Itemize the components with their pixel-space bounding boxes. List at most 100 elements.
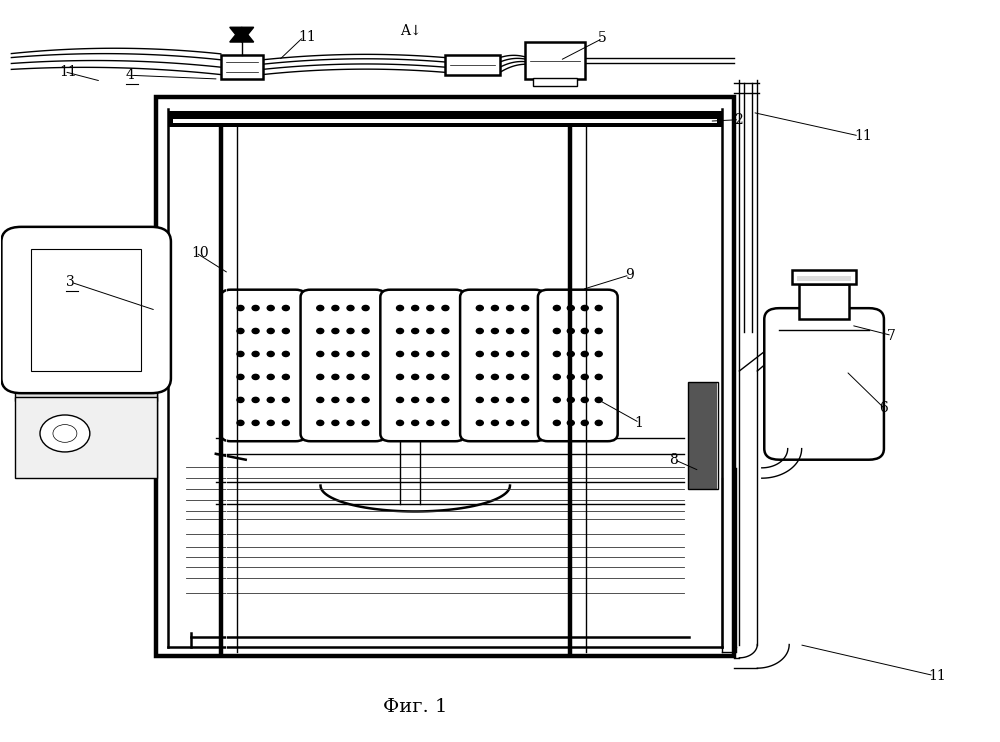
Circle shape (237, 375, 244, 379)
Circle shape (282, 420, 289, 425)
Bar (173, 119, 717, 122)
Circle shape (317, 420, 324, 425)
Circle shape (332, 352, 339, 357)
Circle shape (397, 375, 404, 379)
Text: 11: 11 (854, 129, 872, 143)
Circle shape (522, 420, 529, 425)
Circle shape (282, 306, 289, 311)
Circle shape (595, 352, 602, 357)
Text: 4: 4 (126, 68, 135, 82)
Circle shape (347, 375, 354, 379)
Circle shape (237, 329, 244, 334)
FancyBboxPatch shape (380, 289, 465, 441)
Circle shape (397, 420, 404, 425)
Circle shape (282, 352, 289, 357)
Circle shape (427, 397, 434, 402)
Circle shape (491, 420, 498, 425)
Circle shape (507, 306, 514, 311)
Circle shape (491, 375, 498, 379)
Circle shape (427, 306, 434, 311)
Circle shape (397, 329, 404, 334)
Circle shape (267, 397, 274, 402)
Bar (15, 375, 157, 401)
Circle shape (595, 397, 602, 402)
Circle shape (476, 420, 483, 425)
Circle shape (252, 375, 259, 379)
Circle shape (491, 352, 498, 357)
Circle shape (507, 420, 514, 425)
Circle shape (267, 420, 274, 425)
Circle shape (567, 329, 574, 334)
Circle shape (347, 352, 354, 357)
Circle shape (507, 352, 514, 357)
Circle shape (397, 306, 404, 311)
Circle shape (595, 420, 602, 425)
Circle shape (362, 329, 369, 334)
Circle shape (553, 397, 560, 402)
Circle shape (332, 306, 339, 311)
Circle shape (553, 306, 560, 311)
Circle shape (252, 420, 259, 425)
Circle shape (553, 420, 560, 425)
Bar (168, 111, 722, 127)
Text: 11: 11 (299, 30, 316, 44)
Bar (445, 55, 500, 75)
Circle shape (567, 306, 574, 311)
Circle shape (317, 306, 324, 311)
Circle shape (476, 397, 483, 402)
Circle shape (442, 397, 449, 402)
FancyBboxPatch shape (221, 289, 306, 441)
Circle shape (476, 375, 483, 379)
Circle shape (491, 306, 498, 311)
Text: 1: 1 (635, 416, 644, 430)
Bar (797, 276, 851, 280)
Text: 6: 6 (879, 401, 888, 415)
Text: 2: 2 (734, 113, 743, 127)
Circle shape (252, 352, 259, 357)
Circle shape (507, 397, 514, 402)
Circle shape (427, 420, 434, 425)
Bar (221, 56, 263, 79)
Text: 10: 10 (191, 246, 208, 260)
Circle shape (507, 375, 514, 379)
Circle shape (332, 397, 339, 402)
Circle shape (412, 375, 419, 379)
Circle shape (427, 375, 434, 379)
Circle shape (237, 397, 244, 402)
Circle shape (317, 375, 324, 379)
FancyBboxPatch shape (460, 289, 545, 441)
Text: 11: 11 (59, 65, 77, 79)
Bar (533, 77, 577, 86)
Circle shape (317, 397, 324, 402)
Circle shape (332, 420, 339, 425)
Circle shape (362, 306, 369, 311)
Circle shape (267, 352, 274, 357)
Text: Фиг. 1: Фиг. 1 (383, 698, 447, 716)
Circle shape (522, 375, 529, 379)
Circle shape (553, 329, 560, 334)
Polygon shape (230, 27, 254, 42)
Circle shape (522, 397, 529, 402)
Circle shape (237, 306, 244, 311)
Circle shape (507, 329, 514, 334)
Bar (792, 271, 856, 283)
Circle shape (317, 329, 324, 334)
Circle shape (332, 375, 339, 379)
FancyBboxPatch shape (764, 308, 884, 460)
Circle shape (362, 375, 369, 379)
Bar (156, 97, 734, 656)
Circle shape (442, 329, 449, 334)
Circle shape (347, 329, 354, 334)
Circle shape (332, 329, 339, 334)
Circle shape (412, 420, 419, 425)
Circle shape (581, 329, 588, 334)
Circle shape (567, 352, 574, 357)
Text: A↓: A↓ (400, 24, 422, 38)
Bar (689, 382, 717, 489)
Circle shape (553, 352, 560, 357)
Circle shape (581, 420, 588, 425)
Text: 9: 9 (625, 268, 633, 282)
Circle shape (282, 397, 289, 402)
Circle shape (282, 329, 289, 334)
Circle shape (581, 375, 588, 379)
